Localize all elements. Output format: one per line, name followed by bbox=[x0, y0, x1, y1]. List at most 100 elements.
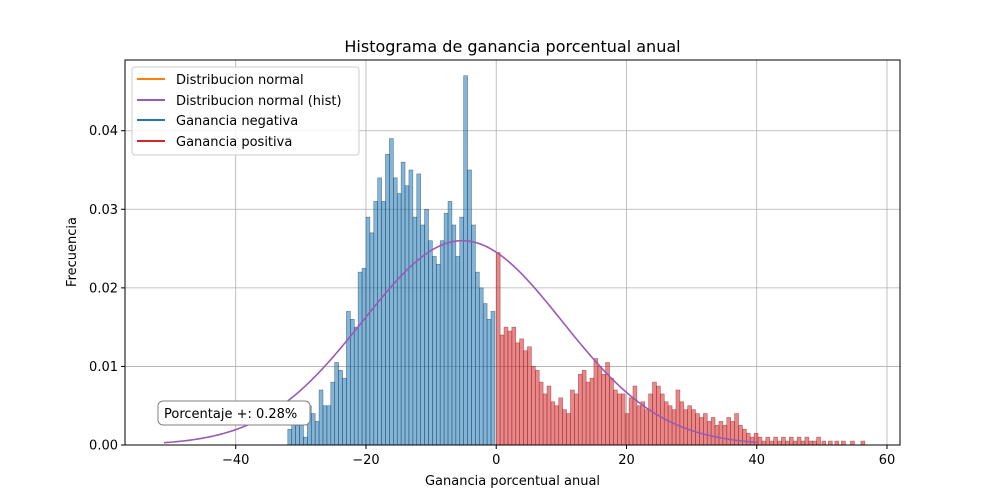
bar-negative bbox=[490, 311, 496, 446]
bar-negative bbox=[447, 201, 453, 446]
bar-positive bbox=[785, 440, 790, 446]
bar-positive bbox=[640, 401, 646, 446]
bar-positive bbox=[749, 436, 755, 446]
bar-negative bbox=[436, 263, 441, 446]
bar-positive bbox=[800, 440, 806, 446]
bar-positive bbox=[624, 413, 630, 446]
legend: Distribucion normal Distribucion normal … bbox=[131, 66, 360, 156]
bar-positive bbox=[534, 370, 540, 446]
bar-negative bbox=[439, 240, 445, 446]
bar-negative bbox=[432, 256, 437, 446]
bar-negative bbox=[416, 173, 421, 446]
bar-positive bbox=[808, 440, 814, 446]
bar-negative bbox=[334, 362, 339, 446]
bar-negative bbox=[471, 224, 476, 446]
bar-negative bbox=[287, 428, 293, 446]
bar-negative bbox=[385, 153, 390, 446]
bar-positive bbox=[546, 385, 552, 446]
bar-positive bbox=[632, 385, 638, 446]
legend-label-ganancia-negativa: Ganancia negativa bbox=[176, 114, 298, 129]
bar-negative bbox=[404, 185, 410, 446]
y-tick-label: 0.04 bbox=[89, 124, 118, 139]
bar-positive bbox=[777, 440, 782, 446]
bar-positive bbox=[562, 409, 567, 446]
bar-positive bbox=[812, 440, 817, 446]
bar-negative bbox=[314, 421, 320, 446]
x-tick-label: 0 bbox=[492, 453, 500, 468]
bar-positive bbox=[738, 425, 743, 446]
x-tick-label: −20 bbox=[352, 453, 379, 468]
bar-positive bbox=[710, 417, 716, 446]
bar-positive bbox=[636, 405, 642, 446]
bar-negative bbox=[303, 436, 308, 446]
bar-positive bbox=[687, 405, 692, 446]
legend-label-distribucion-normal: Distribucion normal bbox=[176, 73, 304, 88]
x-tick-label: −40 bbox=[222, 453, 249, 468]
histogram-bars bbox=[287, 75, 866, 446]
bar-positive bbox=[519, 338, 524, 446]
bar-positive bbox=[753, 432, 759, 446]
bar-positive bbox=[550, 401, 556, 446]
bar-positive bbox=[613, 389, 618, 446]
bar-positive bbox=[714, 425, 720, 446]
bar-positive bbox=[628, 397, 634, 446]
bar-negative bbox=[400, 161, 406, 446]
bar-negative bbox=[443, 212, 449, 446]
bar-negative bbox=[482, 303, 488, 446]
bar-negative bbox=[381, 201, 386, 446]
bar-negative bbox=[326, 405, 332, 446]
bar-positive bbox=[792, 440, 798, 446]
bar-positive bbox=[663, 401, 669, 446]
bar-positive bbox=[706, 421, 712, 446]
bar-negative bbox=[424, 208, 429, 446]
bar-positive bbox=[821, 440, 827, 446]
bar-positive bbox=[523, 350, 528, 446]
bar-positive bbox=[742, 428, 747, 446]
bar-positive bbox=[511, 326, 517, 446]
bar-negative bbox=[412, 216, 418, 446]
bar-positive bbox=[581, 370, 587, 446]
bar-negative bbox=[389, 138, 394, 446]
y-axis-label: Frecuencia bbox=[65, 217, 80, 287]
bar-positive bbox=[570, 389, 575, 446]
bar-positive bbox=[593, 358, 599, 446]
bar-negative bbox=[408, 169, 414, 446]
bar-positive bbox=[660, 393, 665, 446]
bar-positive bbox=[691, 409, 696, 446]
bar-positive bbox=[566, 413, 571, 446]
bar-positive bbox=[531, 366, 536, 446]
x-axis-ticks: −40 −20 0 20 40 60 bbox=[222, 445, 895, 468]
bar-positive bbox=[601, 373, 606, 446]
annotation-box: Porcentaje +: 0.28% bbox=[157, 400, 311, 426]
legend-label-distribucion-normal-hist: Distribucion normal (hist) bbox=[176, 94, 342, 109]
chart-title: Histograma de ganancia porcentual anual bbox=[344, 37, 680, 56]
bar-positive bbox=[703, 413, 708, 446]
y-tick-label: 0.01 bbox=[89, 360, 118, 375]
bar-positive bbox=[765, 436, 771, 446]
bar-negative bbox=[365, 216, 371, 446]
bar-positive bbox=[507, 330, 513, 446]
bar-negative bbox=[467, 169, 472, 446]
bar-negative bbox=[475, 271, 480, 446]
bar-positive bbox=[644, 409, 649, 446]
annotation-frame bbox=[157, 400, 311, 426]
x-axis-label: Ganancia porcentual anual bbox=[425, 474, 600, 489]
bar-positive bbox=[574, 393, 579, 446]
bar-positive bbox=[773, 436, 778, 446]
bar-positive bbox=[667, 405, 673, 446]
bar-positive bbox=[761, 440, 767, 446]
bar-positive bbox=[577, 373, 583, 446]
bar-negative bbox=[428, 240, 433, 446]
bar-positive bbox=[538, 381, 544, 446]
bar-negative bbox=[478, 287, 484, 446]
bar-positive bbox=[788, 436, 794, 446]
bar-positive bbox=[730, 421, 735, 446]
bar-positive bbox=[841, 440, 846, 446]
bar-positive bbox=[828, 440, 833, 446]
annotation-text: Porcentaje +: 0.28% bbox=[164, 407, 297, 422]
bar-negative bbox=[346, 311, 351, 446]
x-tick-label: 60 bbox=[879, 453, 896, 468]
bar-positive bbox=[675, 389, 681, 446]
bar-negative bbox=[342, 377, 347, 446]
